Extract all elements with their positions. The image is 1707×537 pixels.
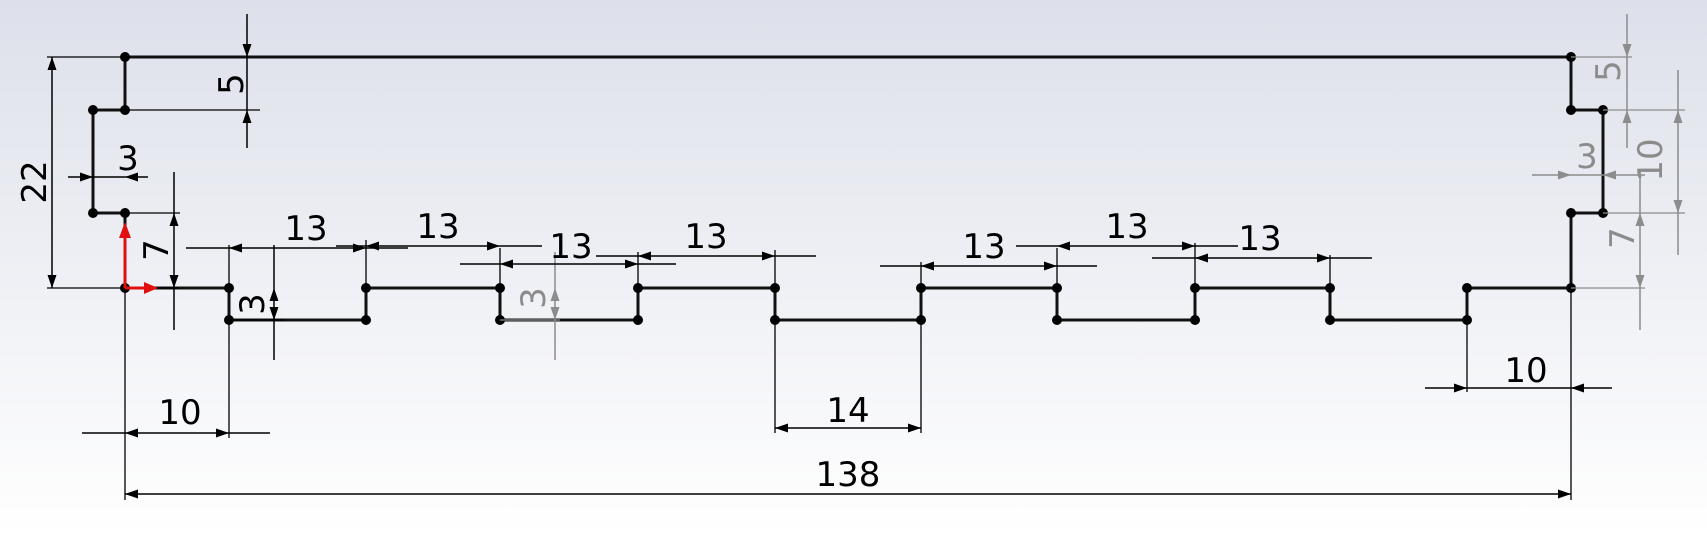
dimension-left-offset[interactable]: 10 — [158, 393, 201, 433]
dimension-arrow — [169, 213, 179, 226]
sketch-point[interactable] — [1052, 315, 1062, 325]
dimension-arrow — [1195, 253, 1208, 263]
dimension-arrow — [229, 243, 242, 253]
dimension-left-lower-height[interactable]: 7 — [137, 239, 177, 261]
sketch-point[interactable] — [88, 105, 98, 115]
dimension-overall-width[interactable]: 138 — [816, 455, 881, 495]
dimension-arrow — [1571, 383, 1584, 393]
dimension-right-offset[interactable]: 10 — [1504, 351, 1547, 391]
dimension-arrow — [269, 288, 279, 301]
dimension-arrow — [1603, 170, 1616, 180]
dimension-arrow — [169, 275, 179, 288]
sketch-point[interactable] — [633, 315, 643, 325]
dimension-arrow — [487, 241, 500, 251]
dimension-pitch-2[interactable]: 13 — [416, 207, 459, 247]
sketch-point[interactable] — [1190, 315, 1200, 325]
sketch-point[interactable] — [1566, 105, 1576, 115]
dimension-overall-height[interactable]: 22 — [15, 160, 55, 203]
dimension-right-lower-height[interactable]: 7 — [1603, 227, 1643, 249]
dimension-right-tab-depth[interactable]: 3 — [1576, 137, 1598, 177]
dimension-arrow — [1558, 170, 1571, 180]
dimension-arrow — [1673, 110, 1683, 123]
origin-icon — [119, 222, 158, 294]
dimension-arrow — [1182, 241, 1195, 251]
dimension-arrow — [1635, 275, 1645, 288]
sketch-point[interactable] — [1325, 315, 1335, 325]
dimension-first-step-depth[interactable]: 3 — [233, 293, 273, 315]
dimension-pitch-6[interactable]: 13 — [1105, 207, 1148, 247]
dimension-arrow — [1622, 110, 1632, 123]
dimension-right-tab-height[interactable]: 10 — [1631, 138, 1671, 181]
dimension-pitch-5[interactable]: 13 — [962, 227, 1005, 267]
dimension-pitch-4[interactable]: 13 — [684, 217, 727, 257]
dimension-second-step-depth[interactable]: 3 — [514, 287, 554, 309]
dimension-arrow — [1317, 253, 1330, 263]
sketch-point[interactable] — [361, 315, 371, 325]
dimension-arrow — [1622, 44, 1632, 57]
dimension-pitch-3[interactable]: 13 — [549, 227, 592, 267]
dimension-arrow — [216, 428, 229, 438]
dimension-arrow — [1635, 213, 1645, 226]
dimension-right-top-step[interactable]: 5 — [1589, 60, 1629, 82]
extension-lines-driven — [500, 56, 1685, 321]
dimension-arrow — [1558, 489, 1571, 499]
dimension-arrow — [125, 428, 138, 438]
dimension-arrow — [80, 172, 93, 182]
dimension-arrow — [242, 44, 252, 57]
dimension-arrow — [47, 275, 57, 288]
dimension-arrow — [1044, 261, 1057, 271]
sketch-point[interactable] — [1462, 283, 1472, 293]
dimension-arrow — [908, 423, 921, 433]
dimension-arrow — [47, 57, 57, 70]
dimension-arrow — [1057, 241, 1070, 251]
dimension-arrow — [366, 241, 379, 251]
dimension-arrow — [125, 489, 138, 499]
dimension-pitch-7[interactable]: 13 — [1238, 219, 1281, 259]
dimension-arrow — [762, 251, 775, 261]
dimension-arrow — [625, 259, 638, 269]
dimension-center-gap[interactable]: 14 — [826, 391, 869, 431]
dimension-arrow — [1673, 200, 1683, 213]
dimension-lines — [47, 14, 1683, 499]
dimension-arrow — [1454, 383, 1467, 393]
dimension-arrow — [242, 110, 252, 123]
dimension-arrow — [125, 172, 138, 182]
sketch-point[interactable] — [1566, 208, 1576, 218]
dimension-arrow — [921, 261, 934, 271]
dimension-arrow — [550, 307, 560, 320]
dimension-left-tab-depth[interactable]: 3 — [117, 139, 139, 179]
dimension-arrow — [269, 307, 279, 320]
dimension-arrow — [500, 259, 513, 269]
dimension-pitch-1[interactable]: 13 — [284, 209, 327, 249]
dimension-arrow — [775, 423, 788, 433]
sketch-vertices — [88, 52, 1608, 325]
dimension-arrow — [638, 251, 651, 261]
dimension-left-top-step[interactable]: 5 — [212, 73, 252, 95]
sketch-point[interactable] — [88, 208, 98, 218]
dimension-arrow — [550, 288, 560, 301]
